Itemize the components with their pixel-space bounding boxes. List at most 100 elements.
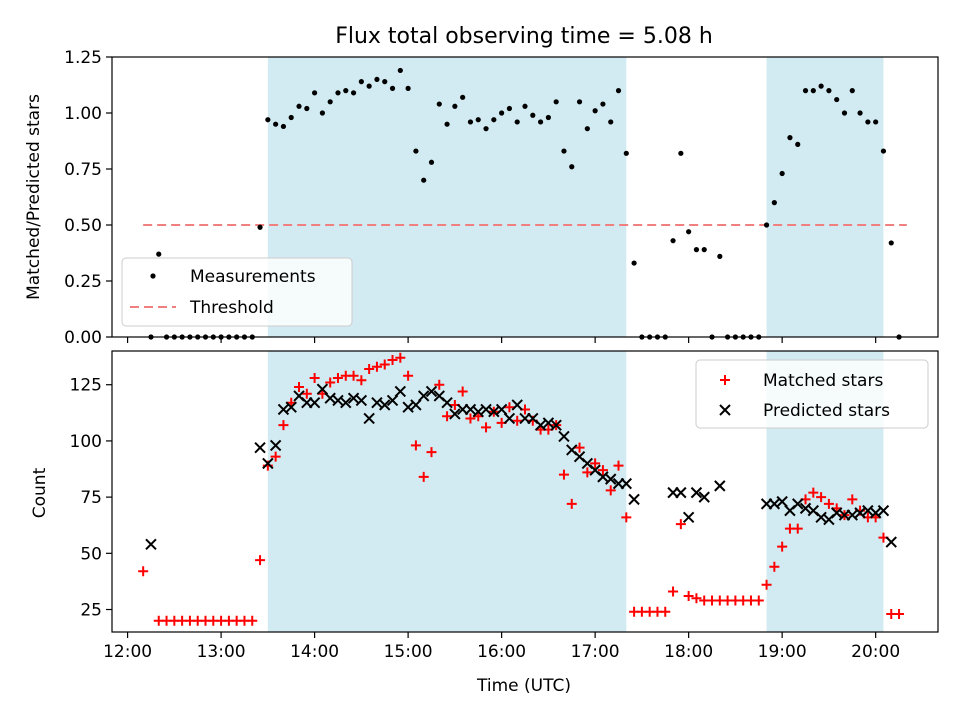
predicted-star-point (620, 477, 633, 490)
legend-matched-marker (720, 375, 730, 385)
matched-star-point (683, 591, 694, 602)
measurement-point (857, 110, 863, 116)
measurement-point (312, 90, 318, 96)
top-y-tick-label: 1.25 (64, 48, 102, 68)
measurement-point (763, 222, 770, 228)
matched-star-point (138, 566, 149, 577)
matched-star-point (278, 420, 289, 431)
matched-star-point (823, 498, 834, 509)
predicted-star-point (285, 401, 297, 413)
measurement-point (319, 110, 325, 116)
measurement-point (537, 119, 544, 125)
measurement-point (405, 85, 411, 91)
measurement-point (849, 88, 855, 94)
predicted-star-point (542, 417, 555, 429)
predicted-star-point (776, 495, 788, 508)
measurement-point (421, 177, 427, 183)
measurement-point (631, 260, 637, 266)
matched-star-point (753, 595, 764, 606)
predicted-star-point (768, 498, 781, 510)
measurement-point (615, 88, 622, 94)
matched-star-point (621, 512, 632, 523)
predicted-star-point (628, 493, 640, 506)
bottom-x-tick-label: 15:00 (384, 642, 433, 662)
measurement-point (397, 67, 403, 74)
measurement-point (156, 251, 162, 257)
measurement-point (717, 253, 723, 259)
matched-star-point (504, 402, 515, 413)
bottom-panel: 25 50 75 100 125 12:00 13:00 14:00 15:00 16:00 17:… (70, 350, 939, 662)
predicted-star-point (597, 471, 609, 483)
measurement-point (545, 114, 551, 121)
measurement-point (460, 94, 466, 100)
matched-star-point (387, 354, 398, 365)
predicted-star-point (480, 403, 492, 416)
predicted-star-point (885, 536, 897, 548)
measurement-point (327, 99, 333, 105)
predicted-star-point (145, 538, 157, 551)
predicted-star-point (254, 441, 266, 454)
predicted-star-point (550, 419, 562, 431)
top-y-tick-label: 0.50 (64, 216, 102, 236)
measurement-point (787, 135, 793, 141)
bottom-x-tick-label: 17:00 (571, 642, 620, 662)
measurement-point (444, 121, 450, 127)
matched-star-point (691, 593, 702, 604)
measurement-point (802, 88, 809, 94)
predicted-star-point (441, 396, 453, 409)
measurement-point (491, 117, 497, 123)
matched-star-point (582, 467, 593, 478)
measurement-point (584, 126, 590, 132)
bottom-legend-box (695, 359, 929, 429)
measurement-point (522, 103, 528, 109)
measurement-point (257, 224, 263, 230)
measurement-point (350, 90, 357, 96)
predicted-star-point (464, 403, 477, 416)
top-legend-box (121, 257, 353, 327)
predicted-star-point (605, 473, 617, 485)
bottom-x-tick-label: 14:00 (290, 642, 339, 662)
matched-star-point (808, 487, 819, 498)
top-y-tick-label: 0.00 (64, 328, 102, 348)
matched-star-point (434, 379, 445, 390)
predicted-star-point (511, 399, 523, 411)
matched-star-point (371, 361, 382, 372)
measurement-point (592, 108, 598, 114)
matched-star-point (558, 469, 569, 480)
legend-threshold-label: Threshold (189, 298, 274, 318)
predicted-star-point (472, 405, 484, 418)
measurement-point (475, 117, 481, 123)
predicted-star-point (449, 408, 461, 420)
measurement-point (366, 83, 372, 89)
measurement-point (428, 159, 435, 165)
matched-star-point (613, 460, 624, 471)
bottom-y-tick-label: 125 (70, 376, 102, 396)
x-axis-label: Time (UTC) (476, 676, 571, 696)
predicted-star-point (862, 504, 874, 517)
bottom-y-tick-label: 75 (80, 488, 102, 508)
matched-star-point (348, 370, 359, 381)
predicted-star-point (488, 405, 500, 418)
predicted-star-point (340, 396, 352, 409)
bottom-x-tick-label: 19:00 (758, 642, 807, 662)
legend-predicted-marker (719, 404, 731, 416)
measurement-point (374, 76, 380, 82)
measurement-point (865, 119, 871, 125)
measurement-point (608, 119, 614, 125)
top-panel: 0.00 0.25 0.50 0.75 1.00 1.25 Measurements Thre… (64, 48, 939, 348)
measurement-point (834, 96, 840, 103)
measurement-point (304, 105, 310, 112)
predicted-star-point (558, 430, 570, 443)
matched-star-point (675, 519, 686, 530)
measurement-point (530, 112, 536, 118)
measurement-point (873, 119, 879, 125)
predicted-star-point (371, 396, 383, 409)
matched-star-point (325, 377, 336, 388)
predicted-star-point (262, 457, 274, 470)
measurement-point (888, 240, 894, 246)
bottom-axes-frame (111, 350, 939, 633)
measurement-point (273, 121, 279, 127)
predicted-star-point (854, 507, 866, 519)
predicted-star-point (347, 392, 360, 404)
bottom-x-tick-label: 12:00 (103, 642, 152, 662)
